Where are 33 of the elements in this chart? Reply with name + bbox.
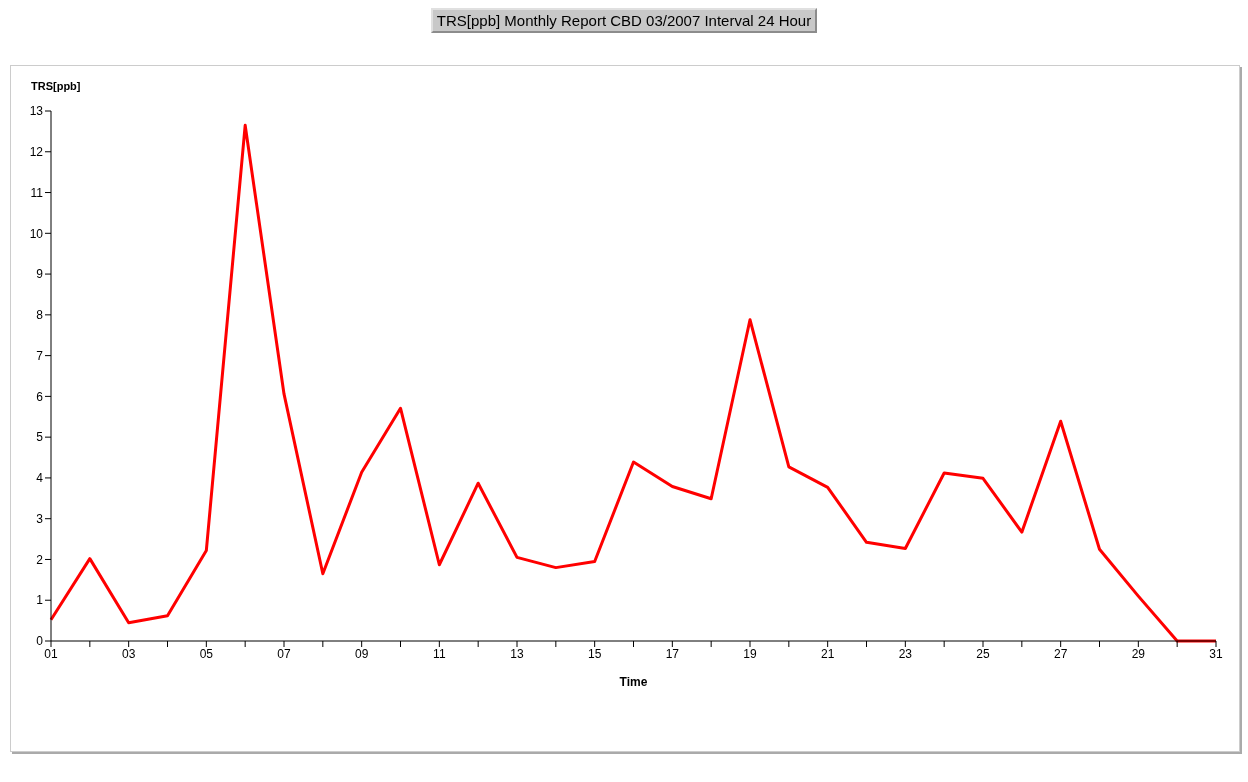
y-tick-label: 7 <box>36 348 44 363</box>
y-tick-label: 9 <box>36 267 44 282</box>
y-axis-title: TRS[ppb] <box>31 80 81 92</box>
chart-title: TRS[ppb] Monthly Report CBD 03/2007 Interval 24 Hour <box>430 8 818 33</box>
x-tick-label: 21 <box>820 646 835 661</box>
y-tick-label: 10 <box>29 226 44 241</box>
x-tick-label: 11 <box>433 646 446 661</box>
y-tick-label: 5 <box>36 430 44 445</box>
x-tick-label: 23 <box>898 646 913 661</box>
x-tick-label: 27 <box>1053 646 1068 661</box>
x-tick-label: 03 <box>121 646 136 661</box>
x-tick-label: 15 <box>587 646 602 661</box>
x-tick-label: 19 <box>743 646 757 661</box>
y-tick-label: 6 <box>36 389 44 404</box>
y-tick-label: 12 <box>29 145 44 160</box>
x-tick-label: 17 <box>665 646 680 661</box>
x-tick-label: 05 <box>199 646 214 661</box>
y-tick-label: 8 <box>36 308 44 323</box>
x-axis-title: Time <box>619 675 648 689</box>
x-tick-label: 01 <box>44 646 58 661</box>
x-tick-label: 31 <box>1209 646 1223 661</box>
x-tick-label: 07 <box>277 646 291 661</box>
x-tick-label: 25 <box>976 646 990 661</box>
y-tick-label: 13 <box>29 104 44 119</box>
y-tick-label: 4 <box>36 471 44 486</box>
y-tick-label: 1 <box>36 593 44 608</box>
y-tick-label: 0 <box>36 634 44 649</box>
x-tick-label: 13 <box>510 646 524 661</box>
y-tick-label: 2 <box>36 552 44 567</box>
y-tick-label: 3 <box>36 511 44 526</box>
x-tick-label: 09 <box>354 646 369 661</box>
y-tick-label: 11 <box>30 185 44 200</box>
x-tick-label: 29 <box>1131 646 1146 661</box>
